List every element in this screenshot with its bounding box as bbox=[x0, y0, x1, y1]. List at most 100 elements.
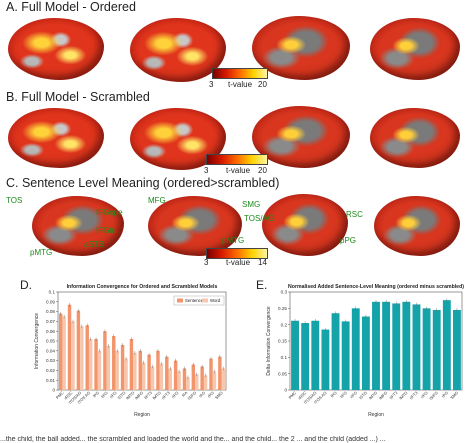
x-tick-label: rPG bbox=[440, 390, 449, 399]
label-tos-ag: TOS/AG bbox=[244, 214, 275, 223]
bar bbox=[351, 308, 360, 390]
bar bbox=[432, 309, 441, 390]
x-tick-label: lFA bbox=[181, 390, 189, 398]
label-ifgtri: IFGtri bbox=[96, 226, 116, 235]
bar bbox=[85, 325, 89, 390]
brain-a-left-lateral bbox=[8, 18, 104, 80]
x-tick-label: lMTG bbox=[125, 390, 135, 400]
y-tick-label: 0.02 bbox=[46, 368, 55, 373]
legend-box bbox=[173, 295, 225, 306]
brain-c-right-lateral bbox=[374, 196, 460, 256]
colorbar-c-max: 14 bbox=[258, 258, 267, 267]
colorbar-b bbox=[206, 154, 268, 165]
x-tick-label: rIFG bbox=[420, 390, 429, 399]
y-axis-label: Information Convergence bbox=[34, 313, 40, 369]
bar bbox=[186, 377, 190, 390]
colorbar-b-label: t-value bbox=[226, 166, 251, 175]
brain-b-right-medial bbox=[252, 106, 350, 168]
label-rsc: RSC bbox=[346, 210, 363, 219]
bar bbox=[159, 363, 164, 390]
legend-swatch bbox=[202, 298, 208, 303]
figure-caption: ...the child, the ball added... the scra… bbox=[0, 436, 386, 443]
x-tick-label: lMFG bbox=[134, 390, 144, 400]
bar bbox=[203, 375, 208, 390]
x-tick-label: lIFT3 bbox=[143, 390, 154, 401]
y-tick-label: 0.07 bbox=[46, 319, 55, 324]
bar bbox=[106, 345, 111, 390]
x-tick-label: rRSC bbox=[297, 390, 308, 401]
y-tick-label: 0.1 bbox=[281, 355, 288, 360]
bar bbox=[115, 350, 119, 390]
bar bbox=[94, 339, 98, 390]
bar bbox=[209, 358, 213, 390]
colorbar-a-label: t-value bbox=[228, 80, 253, 89]
x-tick-label: lSIFG bbox=[186, 390, 197, 401]
bar bbox=[173, 360, 178, 390]
chart-d: Information Convergence for Ordered and … bbox=[34, 284, 227, 418]
panel-b-title: B. Full Model - Scrambled bbox=[6, 90, 150, 104]
x-tick-label: rIFT3 bbox=[408, 390, 419, 401]
bar bbox=[321, 329, 330, 390]
y-tick-label: 0 bbox=[52, 388, 55, 393]
panel-a-title: A. Full Model - Ordered bbox=[6, 0, 136, 14]
brain-a-right-medial bbox=[252, 16, 350, 80]
chart-title: Normalised Added Sentence-Level Meaning … bbox=[288, 284, 464, 290]
y-tick-label: 0.2 bbox=[281, 322, 288, 327]
y-tick-label: 0.05 bbox=[46, 339, 55, 344]
bar bbox=[129, 339, 134, 390]
colorbar-c-label: t-value bbox=[226, 258, 251, 267]
x-tick-label: lSTG bbox=[358, 390, 368, 400]
bar bbox=[195, 374, 199, 390]
bar bbox=[200, 366, 204, 390]
chart-title: Information Convergence for Ordered and … bbox=[67, 284, 218, 290]
bar bbox=[412, 304, 421, 390]
bar bbox=[212, 371, 217, 390]
legend-label: Word bbox=[210, 298, 221, 303]
label-pmtg-right: pMTG bbox=[222, 236, 245, 245]
x-tick-label: rRSC bbox=[63, 390, 74, 401]
x-tick-label: lIFT3 bbox=[388, 390, 399, 401]
y-tick-label: 0.01 bbox=[46, 378, 55, 383]
bar bbox=[80, 326, 84, 390]
x-tick-label: lIFG bbox=[100, 390, 109, 399]
bar bbox=[112, 336, 116, 390]
label-mfg: MFG bbox=[148, 196, 166, 205]
bar bbox=[88, 339, 93, 390]
colorbar-a bbox=[212, 68, 268, 79]
bar bbox=[182, 368, 187, 390]
bar bbox=[218, 356, 222, 390]
y-tick-label: 0.08 bbox=[46, 309, 55, 314]
y-tick-label: 0.1 bbox=[49, 290, 56, 295]
x-tick-label: lMTG bbox=[368, 390, 378, 400]
label-ppg: pPG bbox=[340, 236, 357, 245]
bar bbox=[138, 350, 142, 390]
label-ifgope: IFGope bbox=[96, 208, 123, 217]
bar bbox=[442, 300, 451, 390]
legend-label: Sentence bbox=[185, 298, 204, 303]
x-tick-label: rIFG bbox=[170, 390, 179, 399]
bar bbox=[301, 323, 310, 390]
y-tick-label: 0.05 bbox=[278, 371, 287, 376]
bar bbox=[120, 344, 125, 390]
x-tick-label: lMTG bbox=[398, 390, 408, 400]
y-axis-label: Delta Information Convergence bbox=[266, 306, 272, 375]
chart-e: Normalised Added Sentence-Level Meaning … bbox=[266, 284, 464, 418]
bar bbox=[177, 371, 181, 390]
panel-c-title: C. Sentence Level Meaning (ordered>scram… bbox=[6, 176, 280, 190]
colorbar-a-max: 20 bbox=[258, 80, 267, 89]
panel-d-letter: D. bbox=[20, 278, 32, 292]
bar bbox=[291, 320, 300, 390]
bar bbox=[191, 364, 196, 390]
brain-c-left-lateral bbox=[32, 196, 124, 256]
x-tick-label: PMC bbox=[287, 390, 297, 400]
bar bbox=[142, 362, 146, 390]
brain-b-left-lateral bbox=[8, 108, 104, 168]
colorbar-c bbox=[206, 248, 268, 259]
bar bbox=[392, 303, 401, 390]
label-smg: SMG bbox=[242, 200, 261, 209]
bar bbox=[67, 304, 72, 390]
x-tick-label: lPG bbox=[329, 390, 337, 398]
bar bbox=[124, 358, 128, 390]
x-tick-label: SMG bbox=[449, 390, 459, 400]
y-tick-label: 0.15 bbox=[278, 339, 287, 344]
